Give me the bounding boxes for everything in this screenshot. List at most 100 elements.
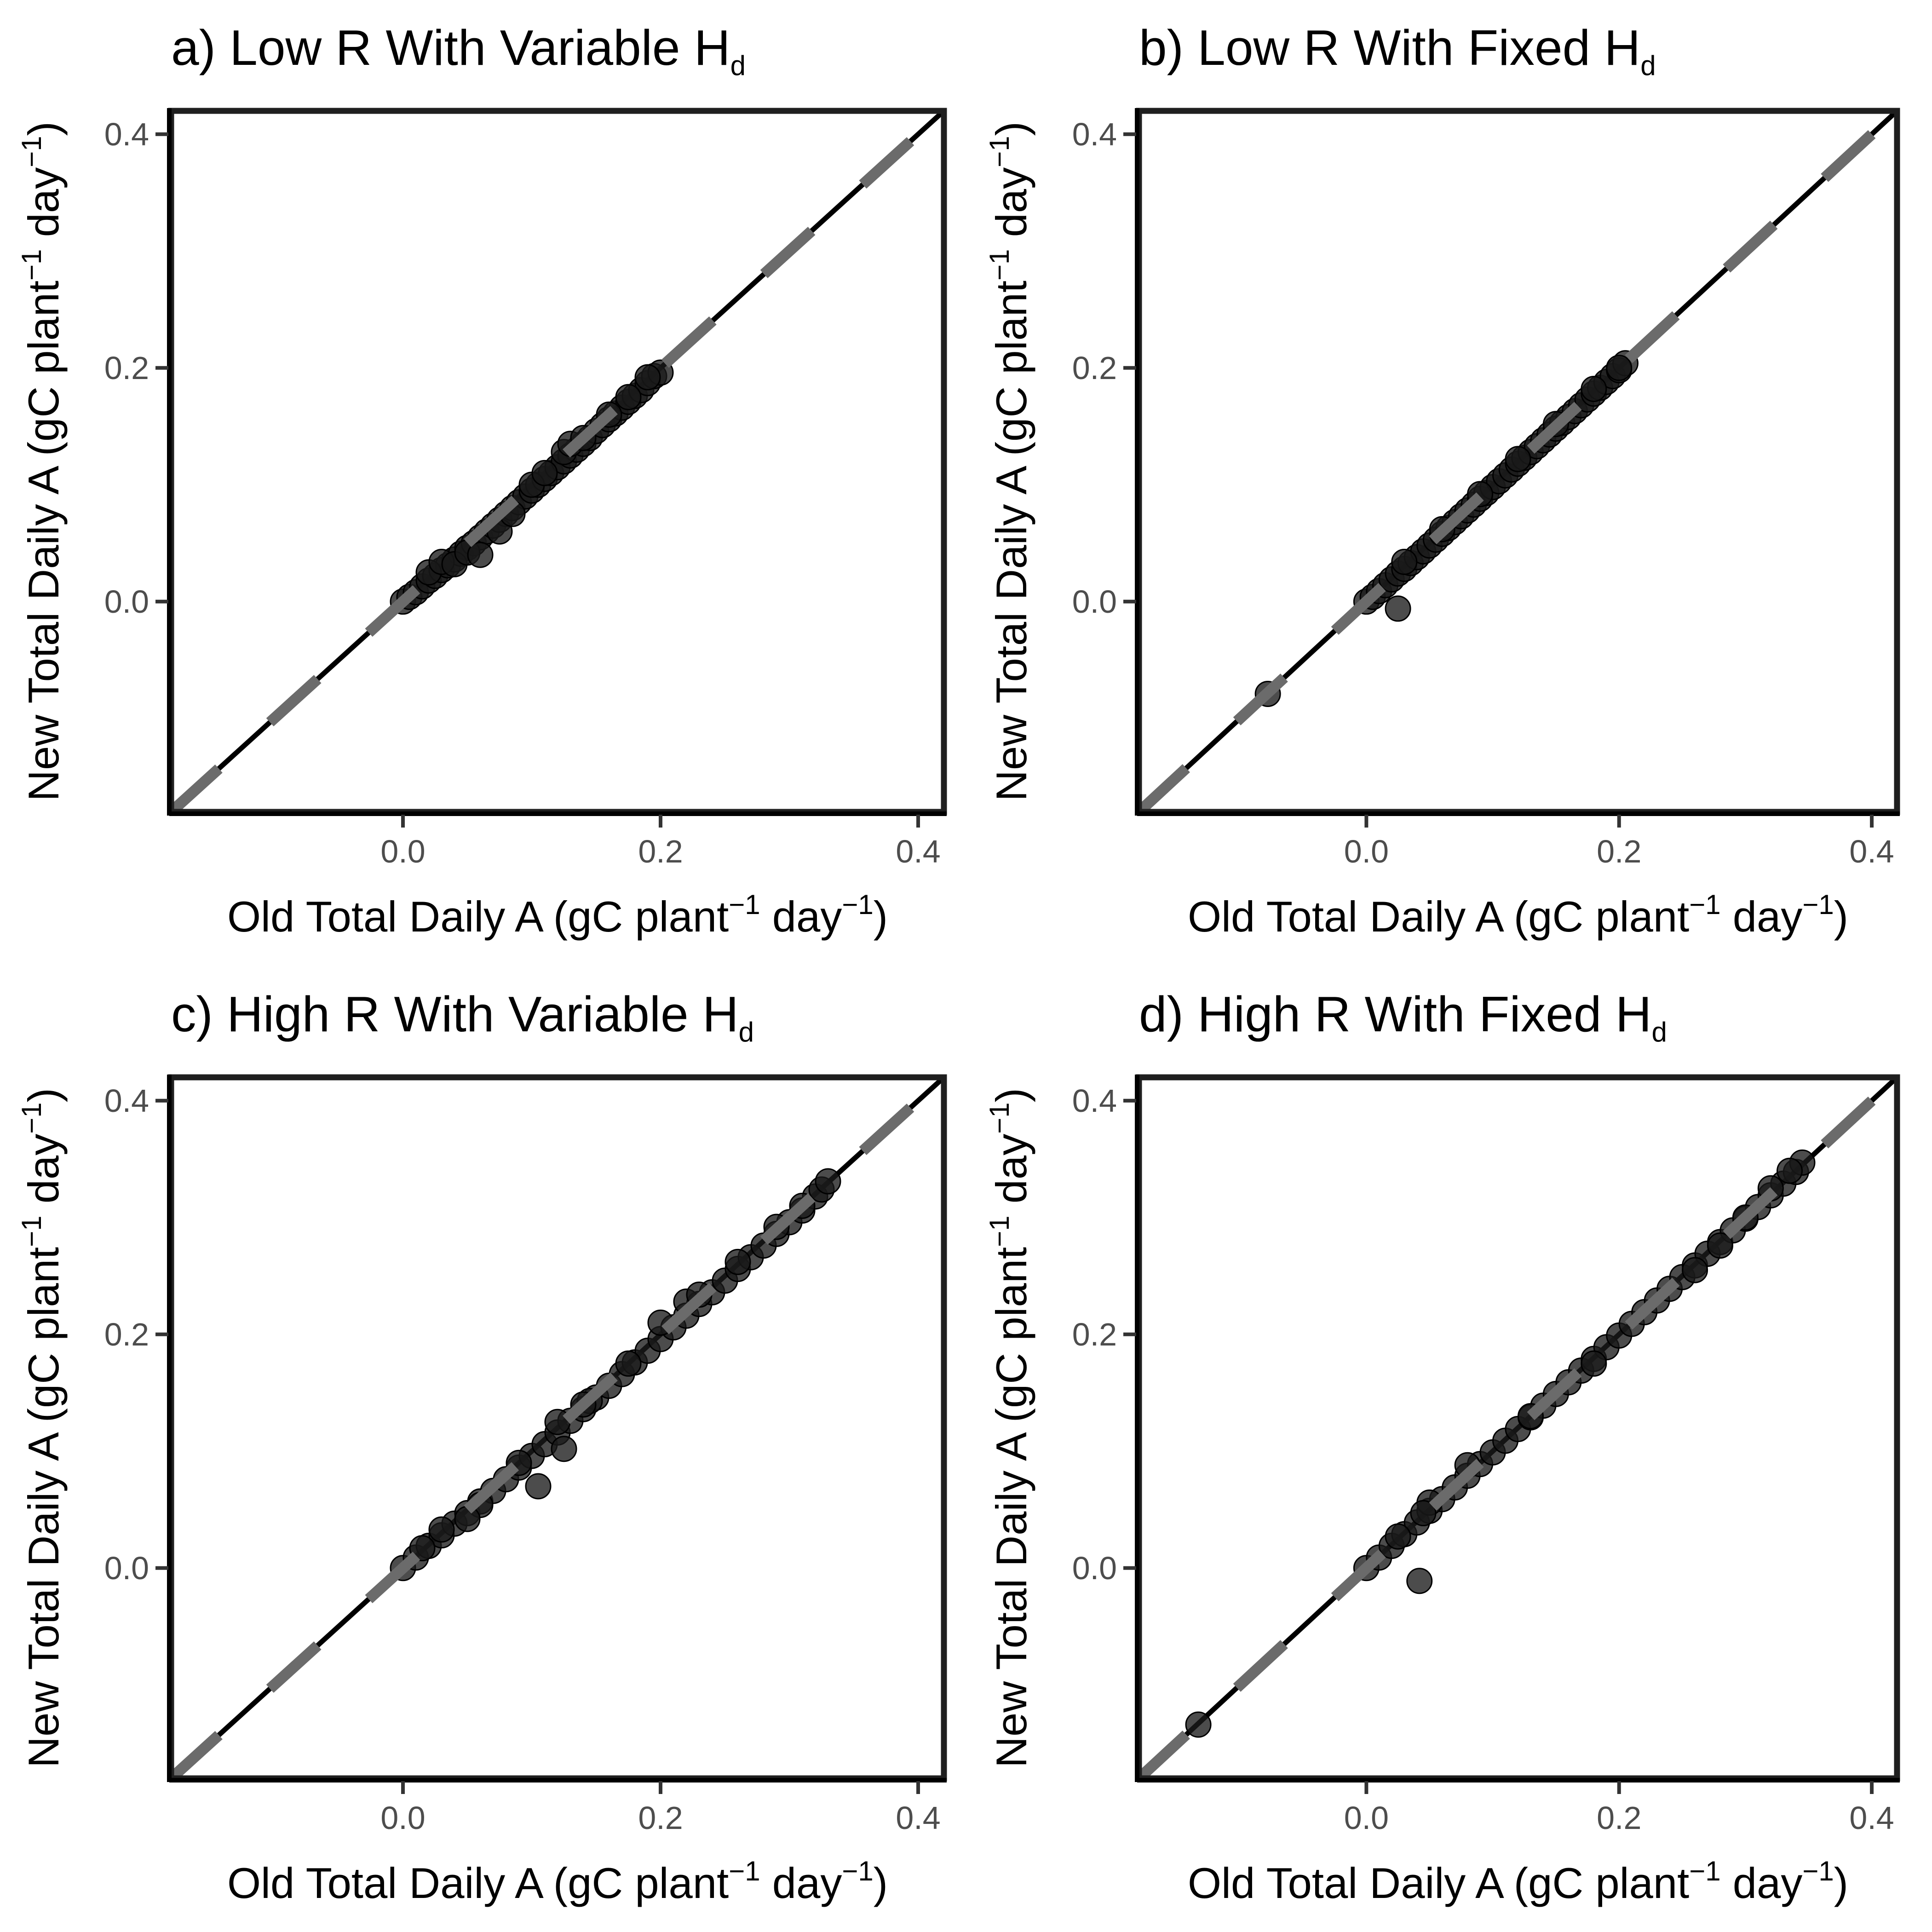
data-point	[1406, 1568, 1433, 1594]
x-tick-label: 0.2	[638, 1800, 683, 1836]
fit-dashed-line	[1139, 1077, 1897, 1778]
x-tick-label: 0.4	[1849, 834, 1894, 869]
x-tick-label: 0.0	[380, 834, 425, 869]
x-axis-unit-day: day	[1721, 892, 1803, 941]
x-tick-label: 0.2	[1597, 834, 1641, 869]
x-tick-label: 0.4	[896, 1800, 940, 1836]
title-subscript: d	[739, 1017, 754, 1047]
data-point	[634, 364, 661, 391]
x-axis-title: Old Total Daily A (gC plant−1 day−1)	[227, 889, 888, 941]
x-axis-close: )	[1834, 892, 1848, 941]
panel-title: c) High R With Variable Hd	[171, 986, 754, 1047]
data-point	[454, 1506, 481, 1532]
x-axis-label: Old Total Daily A (gC plant	[1188, 1859, 1689, 1907]
y-axis-unit-day: day	[987, 167, 1035, 249]
data-point	[615, 384, 642, 410]
y-tick-label: 0.0	[104, 1550, 149, 1586]
x-axis-close: )	[874, 1859, 888, 1907]
title-subscript: d	[730, 50, 746, 81]
fit-dashed-line	[171, 111, 944, 812]
y-axis-exponent-1: −1	[16, 249, 47, 280]
data-point	[1385, 595, 1411, 622]
y-axis-close: )	[987, 1088, 1035, 1102]
panel-title-text: High R With Fixed H	[1184, 986, 1652, 1042]
chart-panel-c: 0.0 0.2 0.4 0.0 0.2 0.4 c) High R With Variabl…	[16, 986, 947, 1907]
y-axis-title: New Total Daily A (gC plant−1 day−1)	[984, 121, 1035, 801]
y-axis-exponent-1: −1	[984, 249, 1015, 280]
y-axis-label: New Total Daily A (gC plant	[19, 1247, 68, 1768]
y-axis-unit-day: day	[987, 1134, 1035, 1216]
data-point	[1185, 1711, 1212, 1738]
y-axis-exponent-1: −1	[16, 1215, 47, 1247]
data-point	[409, 1535, 436, 1562]
panel-title-text: High R With Variable H	[213, 986, 739, 1042]
data-point	[1606, 355, 1633, 381]
panel-title: a) Low R With Variable Hd	[171, 20, 746, 81]
y-axis-unit-day: day	[19, 1134, 68, 1216]
title-subscript: d	[1640, 50, 1656, 81]
panel-label: d)	[1139, 986, 1184, 1042]
data-point	[1385, 1523, 1411, 1550]
data-point	[1682, 1257, 1708, 1283]
y-axis-exponent-1: −1	[984, 1215, 1015, 1247]
data-point	[1581, 1350, 1607, 1377]
title-subscript: d	[1652, 1017, 1667, 1047]
panel-title: d) High R With Fixed Hd	[1139, 986, 1667, 1047]
x-axis-exponent-1: −1	[1689, 1856, 1720, 1886]
x-axis-close: )	[874, 892, 888, 941]
x-axis-label: Old Total Daily A (gC plant	[227, 892, 729, 941]
fit-dashed-line	[171, 1077, 944, 1778]
data-point	[815, 1168, 841, 1195]
data-point	[467, 541, 494, 568]
plot-area	[171, 111, 944, 812]
y-axis-exponent-2: −1	[984, 1102, 1015, 1133]
chart-panel-d: 0.0 0.2 0.4 0.0 0.2 0.4 d) High R With Fixed H…	[984, 986, 1900, 1907]
y-tick-label: 0.4	[1072, 1083, 1117, 1119]
data-point	[1777, 1157, 1803, 1184]
fit-dashed-line	[1139, 111, 1897, 812]
x-tick-label: 0.2	[638, 834, 683, 869]
x-axis-exponent-2: −1	[842, 889, 873, 920]
x-tick-label: 0.2	[1597, 1800, 1641, 1836]
x-tick-label: 0.4	[896, 834, 940, 869]
data-point	[1707, 1232, 1733, 1259]
panel-label: c)	[171, 986, 213, 1042]
x-axis-label: Old Total Daily A (gC plant	[1188, 892, 1689, 941]
y-axis-label: New Total Daily A (gC plant	[987, 281, 1035, 801]
x-axis-unit-day: day	[760, 1859, 842, 1907]
data-point	[1410, 1500, 1437, 1526]
data-point	[1391, 548, 1418, 575]
x-axis-title: Old Total Daily A (gC plant−1 day−1)	[227, 1856, 888, 1907]
y-tick-label: 0.2	[1072, 1317, 1117, 1352]
chart-panel-a: 0.0 0.2 0.4 0.0 0.2 0.4 a) Low R With Variable…	[16, 20, 947, 941]
data-point	[428, 1516, 455, 1543]
y-axis-title: New Total Daily A (gC plant−1 day−1)	[16, 121, 68, 801]
data-point	[551, 1436, 577, 1462]
x-tick-label: 0.4	[1849, 1800, 1894, 1836]
data-point	[724, 1248, 751, 1275]
plot-area	[1139, 111, 1897, 812]
y-axis-label: New Total Daily A (gC plant	[19, 281, 68, 801]
y-tick-label: 0.2	[1072, 350, 1117, 386]
y-tick-label: 0.2	[104, 1317, 149, 1352]
panel-title-text: Low R With Fixed H	[1184, 20, 1640, 76]
y-axis-title: New Total Daily A (gC plant−1 day−1)	[16, 1088, 68, 1768]
y-axis-exponent-2: −1	[16, 1102, 47, 1133]
chart-panel-b: 0.0 0.2 0.40.00.20.4b) Low R With Fixed Hd…	[984, 20, 1900, 941]
x-axis-unit-day: day	[760, 892, 842, 941]
y-tick-label: 0.4	[104, 1083, 149, 1119]
x-axis-title: Old Total Daily A (gC plant−1 day−1)	[1188, 1856, 1848, 1907]
x-tick-label: 0.0	[380, 1800, 425, 1836]
plot-area	[171, 1077, 944, 1778]
y-axis-label: New Total Daily A (gC plant	[987, 1247, 1035, 1768]
y-tick-label: 0.0	[1072, 584, 1117, 620]
x-axis-title: Old Total Daily A (gC plant−1 day−1)	[1188, 889, 1848, 941]
y-tick-label: 0.0	[104, 584, 149, 620]
y-axis-title: New Total Daily A (gC plant−1 day−1)	[984, 1088, 1035, 1768]
x-axis-exponent-1: −1	[729, 1856, 760, 1886]
y-axis-close: )	[987, 121, 1035, 136]
plot-area	[1139, 1077, 1897, 1778]
x-tick-label: 0.0	[1344, 1800, 1389, 1836]
panel-label: a)	[171, 20, 216, 76]
